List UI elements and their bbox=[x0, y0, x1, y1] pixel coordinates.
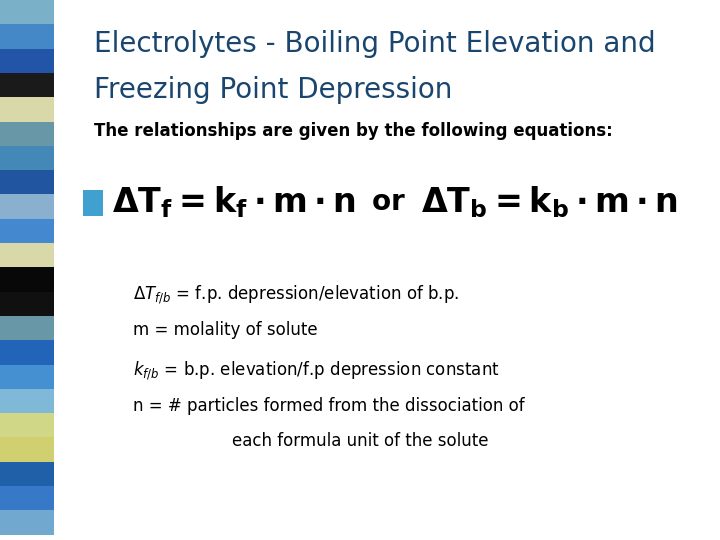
Text: $\Delta T_{f/b}$ = f.p. depression/elevation of b.p.: $\Delta T_{f/b}$ = f.p. depression/eleva… bbox=[133, 284, 459, 306]
FancyBboxPatch shape bbox=[0, 267, 54, 292]
FancyBboxPatch shape bbox=[0, 437, 54, 462]
FancyBboxPatch shape bbox=[0, 486, 54, 510]
FancyBboxPatch shape bbox=[0, 219, 54, 243]
FancyBboxPatch shape bbox=[0, 340, 54, 364]
FancyBboxPatch shape bbox=[0, 243, 54, 267]
FancyBboxPatch shape bbox=[0, 364, 54, 389]
FancyBboxPatch shape bbox=[0, 97, 54, 122]
Text: m = molality of solute: m = molality of solute bbox=[133, 321, 318, 339]
FancyBboxPatch shape bbox=[0, 146, 54, 170]
FancyBboxPatch shape bbox=[0, 170, 54, 194]
Text: n = # particles formed from the dissociation of: n = # particles formed from the dissocia… bbox=[133, 397, 525, 415]
FancyBboxPatch shape bbox=[0, 292, 54, 316]
FancyBboxPatch shape bbox=[0, 122, 54, 146]
FancyBboxPatch shape bbox=[0, 389, 54, 413]
FancyBboxPatch shape bbox=[0, 462, 54, 486]
Text: each formula unit of the solute: each formula unit of the solute bbox=[232, 432, 488, 450]
FancyBboxPatch shape bbox=[0, 510, 54, 535]
Text: $k_{f/b}$ = b.p. elevation/f.p depression constant: $k_{f/b}$ = b.p. elevation/f.p depressio… bbox=[133, 359, 500, 382]
Text: Freezing Point Depression: Freezing Point Depression bbox=[94, 76, 452, 104]
Text: $\mathbf{or}$: $\mathbf{or}$ bbox=[371, 188, 405, 217]
Text: $\mathbf{\Delta T_b = k_b \cdot m \cdot n}$: $\mathbf{\Delta T_b = k_b \cdot m \cdot … bbox=[421, 185, 678, 220]
FancyBboxPatch shape bbox=[0, 316, 54, 340]
Text: The relationships are given by the following equations:: The relationships are given by the follo… bbox=[94, 122, 612, 139]
FancyBboxPatch shape bbox=[0, 49, 54, 73]
FancyBboxPatch shape bbox=[0, 413, 54, 437]
FancyBboxPatch shape bbox=[0, 24, 54, 49]
FancyBboxPatch shape bbox=[83, 190, 103, 216]
Text: $\mathbf{\Delta T_f = k_f \cdot m \cdot n}$: $\mathbf{\Delta T_f = k_f \cdot m \cdot … bbox=[112, 185, 356, 220]
FancyBboxPatch shape bbox=[0, 194, 54, 219]
FancyBboxPatch shape bbox=[0, 0, 54, 24]
Text: Electrolytes - Boiling Point Elevation and: Electrolytes - Boiling Point Elevation a… bbox=[94, 30, 655, 58]
FancyBboxPatch shape bbox=[0, 73, 54, 97]
